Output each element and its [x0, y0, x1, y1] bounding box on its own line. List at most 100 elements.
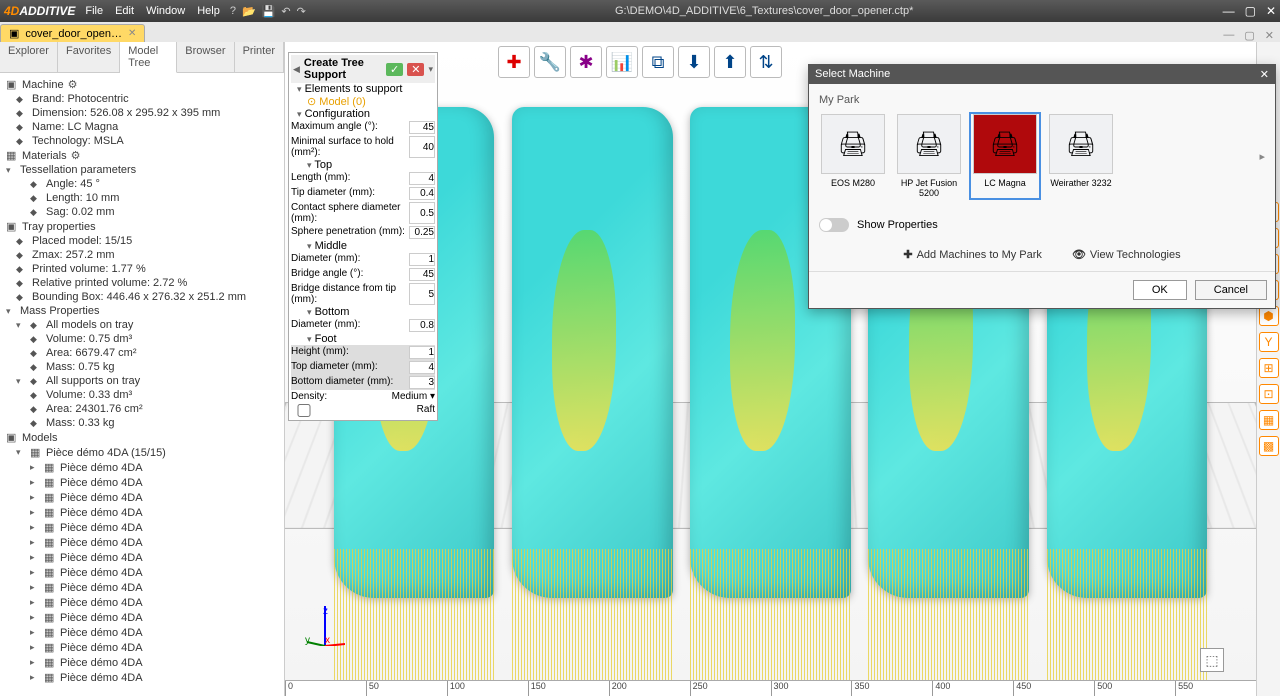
machine-option[interactable]: 🖨Weirather 3232	[1047, 114, 1115, 198]
machine-option[interactable]: 🖨LC Magna	[971, 114, 1039, 198]
sidebar-tabs: Explorer Favorites Model Tree Browser Pr…	[0, 42, 284, 73]
tab-minimize-icon[interactable]: —	[1223, 29, 1234, 42]
tree-model-item[interactable]: ▸Pièce démo 4DA	[0, 565, 284, 580]
close-button[interactable]: ✕	[1266, 4, 1276, 18]
tree-model-item[interactable]: ▸Pièce démo 4DA	[0, 655, 284, 670]
view-technologies-link[interactable]: 👁 View Technologies	[1072, 248, 1181, 261]
contact-sphere-input[interactable]	[409, 202, 435, 224]
bot-diam-input[interactable]	[409, 319, 435, 332]
tree-sag: Sag: 0.02 mm	[0, 205, 284, 219]
document-tab[interactable]: ▣ cover_door_open… ✕	[0, 24, 145, 42]
min-surf-input[interactable]	[409, 136, 435, 158]
bridge-angle-input[interactable]	[409, 268, 435, 281]
document-path: G:\DEMO\4D_ADDITIVE\6_Textures\cover_doo…	[306, 5, 1223, 17]
tree-model-item[interactable]: ▸Pièce démo 4DA	[0, 520, 284, 535]
minimize-button[interactable]: —	[1223, 4, 1235, 18]
diameter-input[interactable]	[409, 253, 435, 266]
panel-title: Create Tree Support	[304, 57, 382, 81]
rtool-8[interactable]: ⊡	[1259, 384, 1279, 404]
tab-close-icon[interactable]: ✕	[1265, 29, 1274, 42]
tree-all-supports[interactable]: ▾All supports on tray	[0, 374, 284, 388]
tree-materials[interactable]: Materials	[0, 148, 284, 163]
tree-model-item[interactable]: ▸Pièce démo 4DA	[0, 640, 284, 655]
tree-angle: Angle: 45 °	[0, 177, 284, 191]
tree-model-item[interactable]: ▸Pièce démo 4DA	[0, 670, 284, 685]
raft-checkbox[interactable]	[291, 404, 317, 417]
menu-window[interactable]: Window	[146, 5, 185, 17]
redo-icon[interactable]: ↷	[297, 5, 306, 18]
tree-model-item[interactable]: ▸Pièce démo 4DA	[0, 535, 284, 550]
rtool-5[interactable]: ⬢	[1259, 306, 1279, 326]
bridge-dist-input[interactable]	[409, 283, 435, 305]
tree-model-item[interactable]: ▸Pièce démo 4DA	[0, 595, 284, 610]
show-properties-toggle[interactable]	[819, 218, 849, 232]
rtool-7[interactable]: ⊞	[1259, 358, 1279, 378]
tree-model-item[interactable]: ▸Pièce démo 4DA	[0, 475, 284, 490]
tools-button[interactable]: 🔧	[534, 46, 566, 78]
tree-technology: Technology: MSLA	[0, 134, 284, 148]
copy-button[interactable]: ⧉	[642, 46, 674, 78]
tree-tessellation[interactable]: ▾Tessellation parameters	[0, 163, 284, 177]
tree-model-item[interactable]: ▸Pièce démo 4DA	[0, 580, 284, 595]
import-button[interactable]: ⬇	[678, 46, 710, 78]
tree-model-item[interactable]: ▸Pièce démo 4DA	[0, 625, 284, 640]
model-tree: Machine Brand: Photocentric Dimension: 5…	[0, 73, 284, 689]
tab-restore-icon[interactable]: ▢	[1244, 29, 1254, 42]
analyze-button[interactable]: 📊	[606, 46, 638, 78]
tree-model-item[interactable]: ▸Pièce démo 4DA	[0, 550, 284, 565]
tab-printer[interactable]: Printer	[235, 42, 284, 72]
tree-model-item[interactable]: ▸Pièce démo 4DA	[0, 610, 284, 625]
tree-models[interactable]: Models	[0, 430, 284, 445]
tab-browser[interactable]: Browser	[177, 42, 234, 72]
tree-dimension: Dimension: 526.08 x 295.92 x 395 mm	[0, 106, 284, 120]
tree-mass[interactable]: ▾Mass Properties	[0, 304, 284, 318]
tip-diam-input[interactable]	[409, 187, 435, 200]
document-tab-row: ▣ cover_door_open… ✕ — ▢ ✕	[0, 22, 1280, 42]
export-button[interactable]: ⬆	[714, 46, 746, 78]
bot-diam2-input[interactable]	[409, 376, 435, 389]
machine-option[interactable]: 🖨EOS M280	[819, 114, 887, 198]
help-icon[interactable]: ?	[230, 5, 236, 18]
ok-button[interactable]: OK	[1133, 280, 1187, 300]
settings-button[interactable]: ⇅	[750, 46, 782, 78]
cancel-button[interactable]: Cancel	[1195, 280, 1267, 300]
height-input[interactable]	[409, 346, 435, 359]
dialog-close-icon[interactable]: ✕	[1260, 68, 1269, 81]
rtool-6[interactable]: Y	[1259, 332, 1279, 352]
top-diam-input[interactable]	[409, 361, 435, 374]
tree-support-panel: ◀ Create Tree Support ✓ ✕ ▾ ▾ Elements t…	[288, 52, 438, 421]
density-select[interactable]: Medium ▾	[392, 391, 435, 402]
machine-option[interactable]: 🖨HP Jet Fusion 5200	[895, 114, 963, 198]
sphere-pen-input[interactable]	[409, 226, 435, 239]
tab-explorer[interactable]: Explorer	[0, 42, 58, 72]
tree-model-item[interactable]: ▸Pièce démo 4DA	[0, 460, 284, 475]
panel-cancel-button[interactable]: ✕	[407, 63, 424, 76]
add-machines-link[interactable]: ✚ Add Machines to My Park	[903, 248, 1042, 261]
tree-root-model[interactable]: ▾Pièce démo 4DA (15/15)	[0, 445, 284, 460]
add-button[interactable]: ✚	[498, 46, 530, 78]
open-icon[interactable]: 📂	[242, 5, 256, 18]
view-cube[interactable]: ⬚	[1200, 648, 1224, 672]
panel-ok-button[interactable]: ✓	[386, 63, 403, 76]
max-angle-input[interactable]	[409, 121, 435, 134]
axis-gizmo[interactable]: xyz	[305, 606, 345, 646]
rtool-10[interactable]: ▩	[1259, 436, 1279, 456]
tree-brand: Brand: Photocentric	[0, 92, 284, 106]
tree-all-models[interactable]: ▾All models on tray	[0, 318, 284, 332]
tree-machine[interactable]: Machine	[0, 77, 284, 92]
menu-help[interactable]: Help	[197, 5, 220, 17]
support-button[interactable]: ✱	[570, 46, 602, 78]
maximize-button[interactable]: ▢	[1245, 4, 1256, 18]
tree-tray[interactable]: Tray properties	[0, 219, 284, 234]
menu-edit[interactable]: Edit	[115, 5, 134, 17]
tab-favorites[interactable]: Favorites	[58, 42, 120, 72]
save-icon[interactable]: 💾	[262, 5, 276, 18]
doc-tab-close-icon[interactable]: ✕	[128, 28, 136, 39]
tree-model-item[interactable]: ▸Pièce démo 4DA	[0, 490, 284, 505]
tab-model-tree[interactable]: Model Tree	[120, 42, 177, 73]
rtool-9[interactable]: ▦	[1259, 410, 1279, 430]
menu-file[interactable]: File	[85, 5, 103, 17]
length-input[interactable]	[409, 172, 435, 185]
undo-icon[interactable]: ↶	[281, 5, 290, 18]
tree-model-item[interactable]: ▸Pièce démo 4DA	[0, 505, 284, 520]
